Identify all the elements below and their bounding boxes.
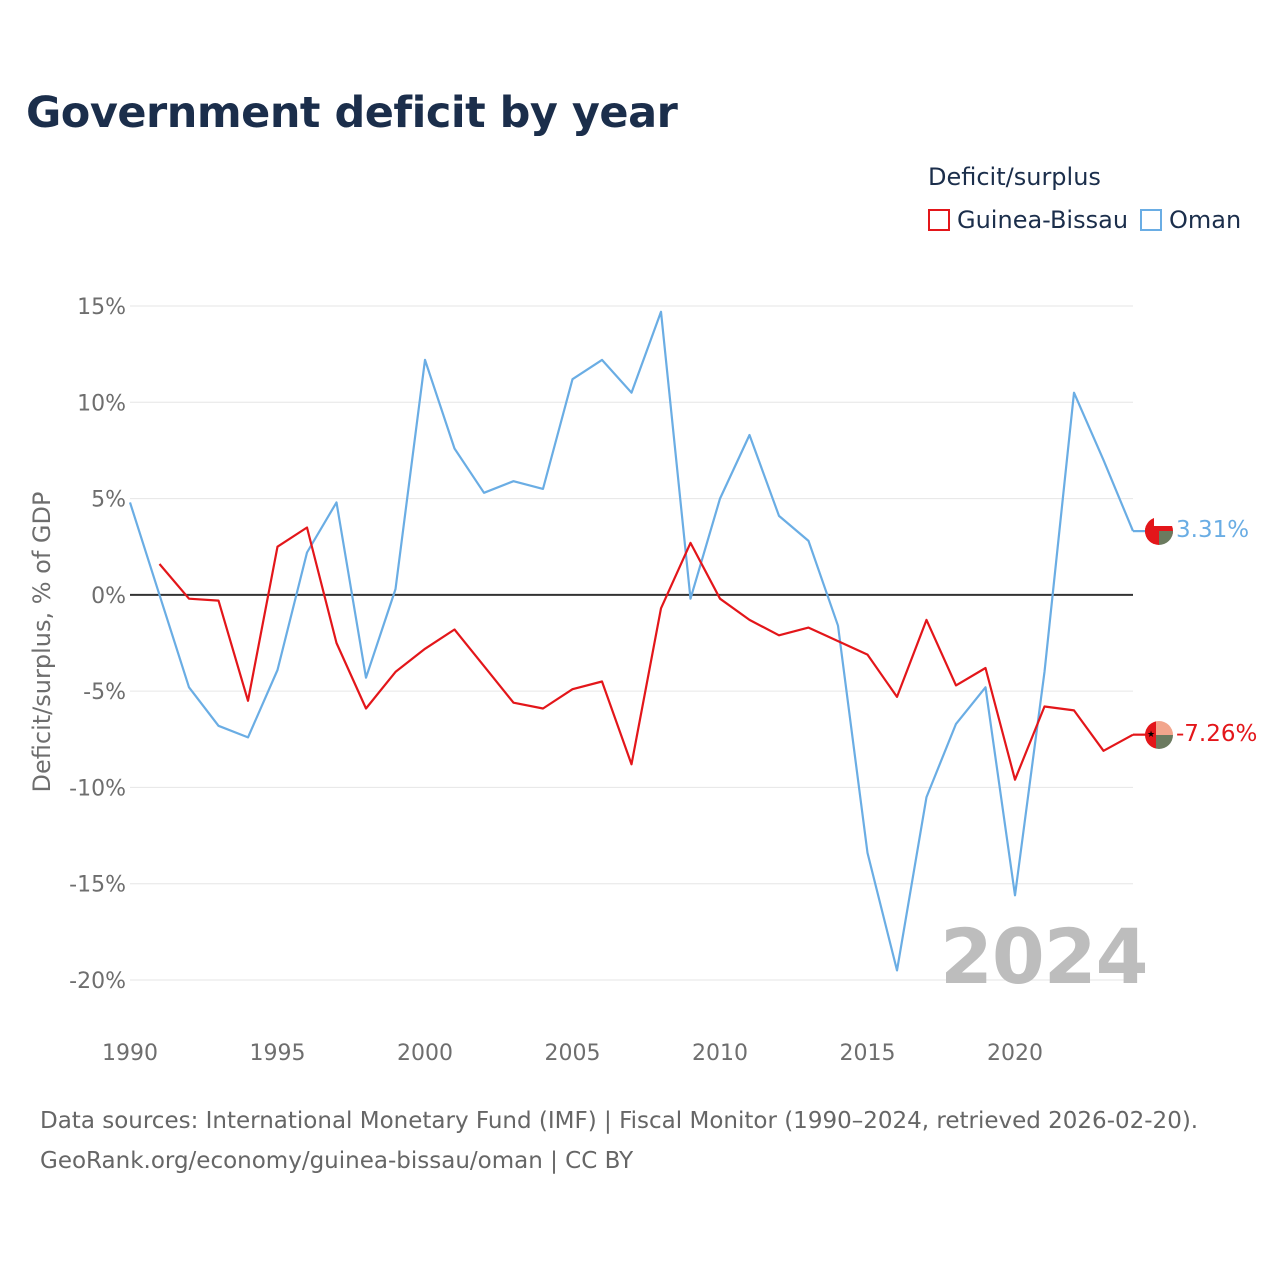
y-tick-label: 5% bbox=[91, 488, 126, 513]
series-line-guinea-bissau[interactable] bbox=[158, 526, 1134, 781]
guinea-bissau-end-value: -7.26% bbox=[1176, 720, 1258, 747]
y-tick-label: -5% bbox=[83, 680, 126, 705]
series-lines bbox=[128, 310, 1147, 972]
oman-end-value: 3.31% bbox=[1176, 517, 1250, 544]
legend-item-guinea-bissau[interactable]: Guinea-Bissau bbox=[928, 205, 1128, 235]
y-tick-label: -15% bbox=[69, 873, 126, 898]
data-source-note: Data sources: International Monetary Fun… bbox=[40, 1108, 1199, 1134]
year-label: 2024 bbox=[940, 912, 1149, 1001]
chart-title: Government deficit by year bbox=[26, 88, 678, 138]
y-axis-label: Deficit/surplus, % of GDP bbox=[28, 491, 56, 793]
x-tick-label: 2010 bbox=[692, 1041, 748, 1066]
legend-title: Deficit/surplus bbox=[928, 163, 1101, 191]
oman-flag-icon bbox=[1145, 517, 1173, 546]
x-tick-label: 2020 bbox=[987, 1041, 1043, 1066]
y-tick-label: 10% bbox=[77, 391, 126, 416]
grid bbox=[130, 305, 1133, 981]
legend-label-guinea-bissau: Guinea-Bissau bbox=[957, 206, 1129, 234]
x-tick-label: 1990 bbox=[102, 1041, 158, 1066]
legend-item-oman[interactable]: Oman bbox=[1140, 205, 1241, 235]
y-tick-label: -10% bbox=[69, 776, 126, 801]
y-tick-label: 0% bbox=[91, 584, 126, 609]
legend-label-oman: Oman bbox=[1169, 206, 1242, 234]
series-line-oman[interactable] bbox=[128, 310, 1135, 972]
y-tick-label: 15% bbox=[77, 295, 126, 320]
legend-swatch-guinea-bissau bbox=[928, 209, 950, 231]
y-tick-label: -20% bbox=[69, 969, 126, 994]
x-tick-label: 2015 bbox=[840, 1041, 896, 1066]
x-tick-label: 2005 bbox=[545, 1041, 601, 1066]
x-tick-label: 1995 bbox=[250, 1041, 306, 1066]
legend-swatch-oman bbox=[1140, 209, 1162, 231]
axis-ticks: 15% 10% 5% 0% -5% -10% -15% -20% 1990 1995 2000 200… bbox=[69, 295, 1043, 1066]
x-tick-label: 2000 bbox=[397, 1041, 453, 1066]
guinea-bissau-flag-icon: ★ bbox=[1145, 720, 1173, 749]
credit-link[interactable]: GeoRank.org/economy/guinea-bissau/oman |… bbox=[40, 1148, 634, 1174]
